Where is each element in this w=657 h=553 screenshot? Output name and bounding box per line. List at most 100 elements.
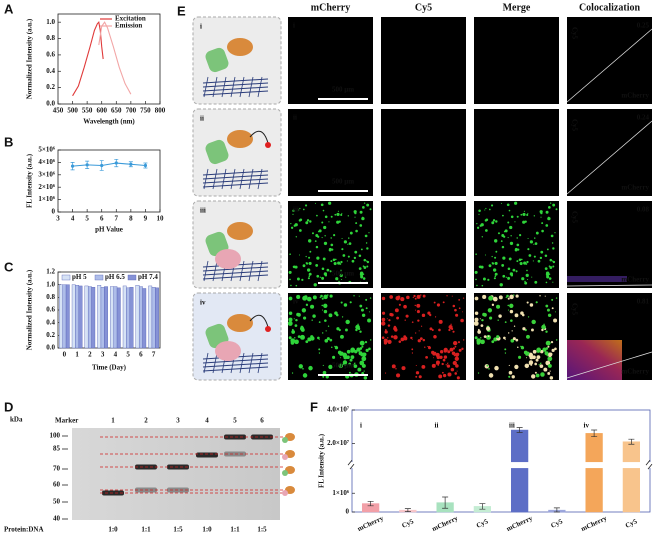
cell-signal — [452, 360, 457, 366]
surface — [203, 260, 209, 282]
cell-signal — [413, 294, 416, 298]
surface — [230, 76, 236, 98]
cell-signal — [555, 339, 558, 341]
x-tick-label: Cy5 — [550, 517, 565, 530]
cell-signal — [495, 220, 498, 223]
cell-signal — [545, 224, 549, 227]
cell-signal — [367, 318, 372, 323]
cell-signal — [478, 265, 481, 268]
cell-signal — [322, 209, 325, 212]
cell-signal — [516, 215, 519, 218]
coloc-fit — [566, 120, 653, 195]
cell-signal — [549, 352, 553, 356]
cell-signal — [549, 258, 553, 262]
cell-signal — [331, 346, 333, 348]
cell-signal — [438, 328, 441, 332]
cell-signal — [308, 275, 311, 277]
cell-signal — [516, 243, 520, 247]
cell-signal — [454, 345, 457, 348]
cell-signal — [296, 312, 300, 317]
cell-signal — [387, 324, 391, 327]
coloc-density — [567, 276, 627, 282]
cell-signal — [494, 256, 497, 259]
cell-signal — [455, 364, 459, 368]
cell-signal — [534, 371, 537, 374]
coefficient: 0.25 — [637, 22, 650, 30]
cell-signal — [355, 324, 360, 330]
cell-signal — [299, 207, 301, 210]
cell-signal — [361, 363, 366, 368]
cell-signal — [305, 303, 309, 306]
y-tick-label: 0.6 — [46, 306, 55, 314]
cell-signal — [308, 256, 311, 259]
cell-signal — [290, 341, 295, 345]
cell-signal — [474, 296, 479, 301]
error-bar — [591, 429, 598, 438]
cell-signal — [339, 273, 343, 277]
x-tick-label: 6 — [139, 351, 143, 359]
cell-signal — [457, 341, 461, 344]
cell-signal — [447, 350, 451, 354]
cell-signal — [400, 337, 405, 342]
cell-signal — [447, 372, 452, 377]
x-tick-label: 550 — [82, 107, 93, 115]
cell-signal — [482, 312, 486, 317]
coloc-y-label: Cy5 — [570, 27, 578, 40]
cell-signal — [324, 235, 326, 237]
cell-signal — [537, 259, 541, 263]
cell-signal — [393, 364, 396, 367]
cell-signal — [438, 374, 443, 379]
cell-signal — [356, 347, 361, 352]
surface — [257, 76, 263, 98]
cell-signal — [322, 364, 324, 367]
bar — [151, 287, 156, 349]
cell-signal — [334, 213, 337, 216]
cell-signal — [299, 229, 302, 232]
cell-signal — [523, 210, 525, 212]
linker — [249, 130, 269, 144]
cell-signal — [302, 208, 305, 211]
cell-signal — [510, 274, 514, 277]
cell-signal — [432, 352, 436, 356]
cell-signal — [449, 347, 454, 352]
cell-signal — [324, 215, 328, 219]
cell-signal — [509, 303, 514, 308]
cell-signal — [314, 240, 317, 242]
row-label: ii — [200, 115, 204, 123]
cell-signal — [526, 260, 529, 264]
cell-signal — [382, 311, 386, 315]
cell-signal — [479, 318, 481, 320]
cell-signal — [321, 309, 324, 311]
cell-signal — [288, 317, 293, 322]
cell-signal — [394, 335, 397, 338]
cell-signal — [554, 347, 557, 351]
cell-signal — [290, 284, 292, 287]
x-tick-label: 700 — [126, 107, 137, 115]
cell-signal — [517, 346, 519, 348]
cell-signal — [364, 341, 368, 344]
cell-signal — [526, 334, 530, 339]
cell-signal — [334, 345, 336, 348]
cell-signal — [330, 243, 334, 247]
cell-signal — [547, 372, 551, 375]
cell-signal — [544, 295, 546, 297]
cell-signal — [328, 364, 333, 370]
cell-signal — [460, 318, 464, 323]
cell-signal — [362, 273, 365, 275]
cell-signal — [422, 294, 426, 298]
cell-signal — [536, 355, 541, 359]
cell-signal — [327, 325, 330, 327]
cell-signal — [536, 347, 542, 353]
legend-label: Emission — [115, 22, 142, 30]
surface — [202, 358, 269, 364]
cell-signal — [474, 311, 479, 315]
panel-label: F — [310, 399, 318, 414]
cell-signal — [416, 310, 420, 314]
cell-signal — [293, 318, 295, 320]
cell-signal — [439, 350, 444, 354]
cell-signal — [345, 319, 350, 325]
cell-signal — [545, 271, 550, 275]
gel-unit: kDa — [10, 416, 23, 424]
cell-signal — [349, 358, 353, 362]
cell-signal — [358, 295, 360, 297]
